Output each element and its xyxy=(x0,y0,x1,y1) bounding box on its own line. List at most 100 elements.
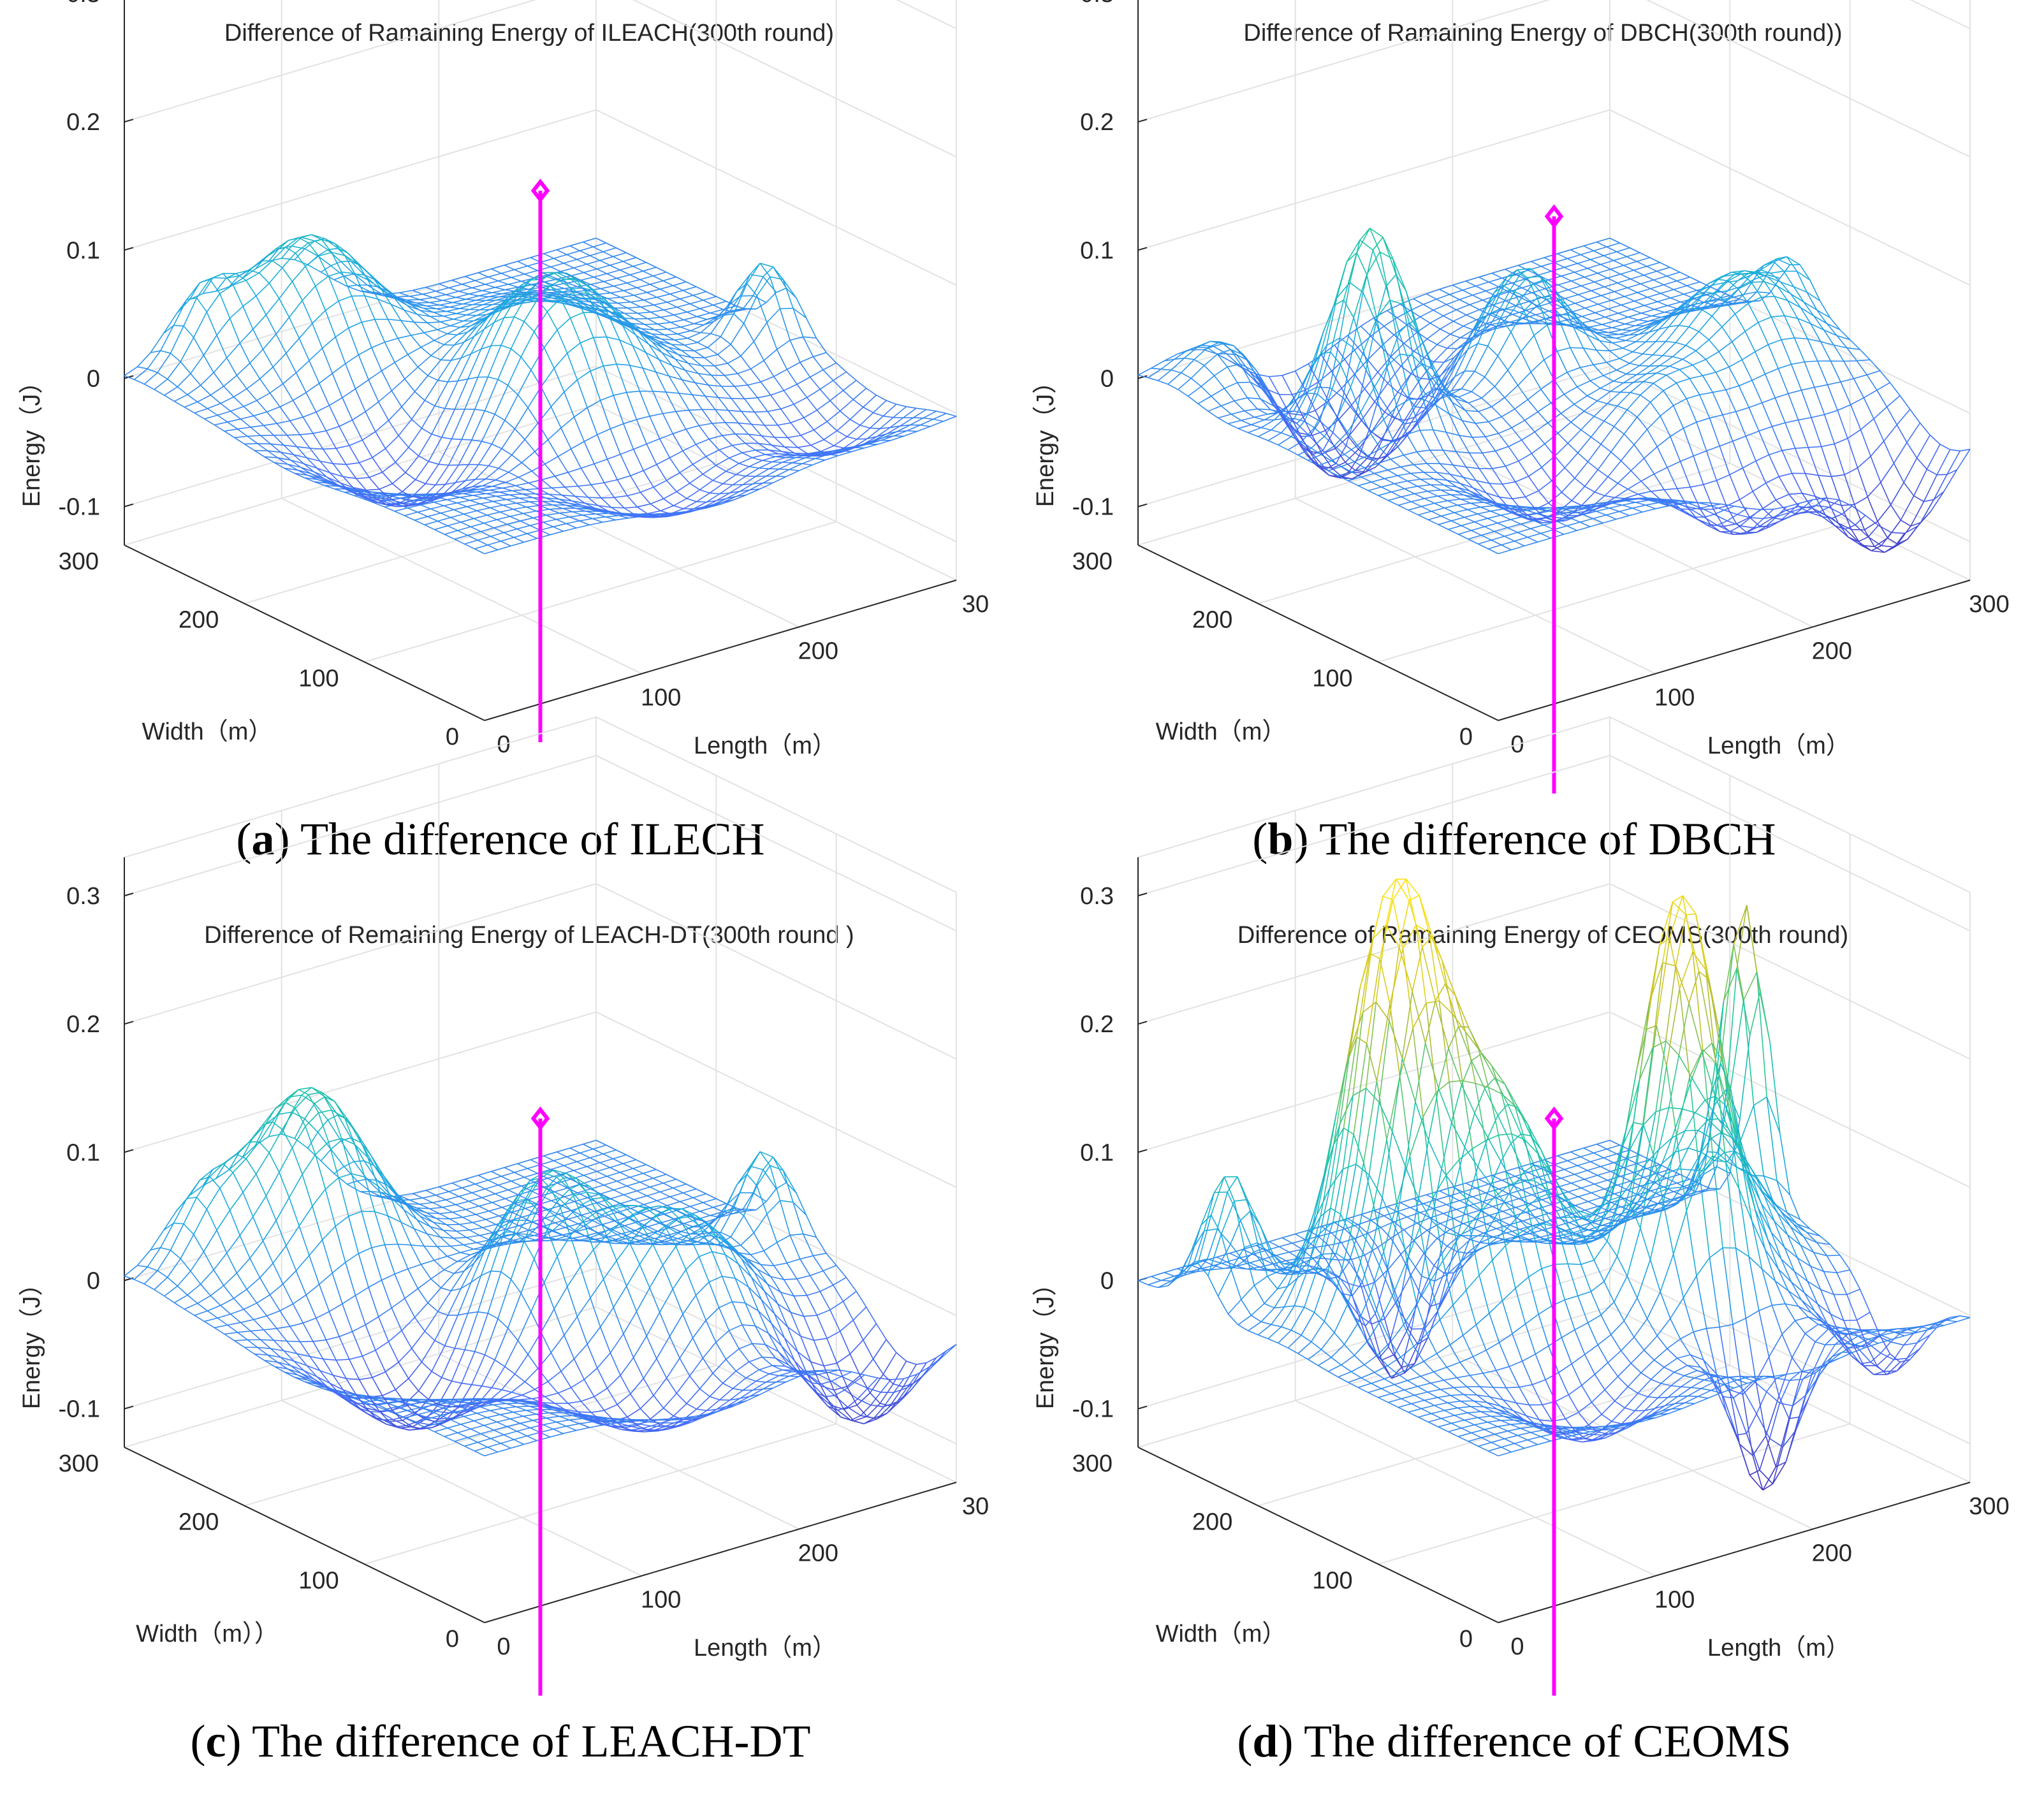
mesh-line xyxy=(443,502,457,507)
mesh-line xyxy=(783,390,794,405)
mesh-line xyxy=(740,489,750,492)
mesh-line xyxy=(456,332,467,335)
mesh-line xyxy=(729,457,740,464)
mesh-line xyxy=(1607,391,1621,404)
mesh-line xyxy=(278,240,289,250)
mesh-line xyxy=(870,439,881,443)
mesh-line xyxy=(1510,519,1521,525)
mesh-line xyxy=(236,270,250,274)
mesh-line xyxy=(1654,305,1668,310)
mesh-line xyxy=(1808,446,1821,448)
mesh-line xyxy=(335,448,347,465)
mesh-line xyxy=(422,290,436,295)
mesh-line xyxy=(1854,496,1868,506)
mesh-line xyxy=(493,317,505,323)
mesh-line xyxy=(714,365,725,376)
mesh-line xyxy=(293,454,304,464)
mesh-line xyxy=(1557,432,1568,444)
mesh-line xyxy=(399,289,413,293)
mesh-line xyxy=(147,350,161,369)
mesh-line xyxy=(333,279,347,287)
mesh-line xyxy=(1488,281,1500,288)
mesh-line xyxy=(789,463,803,471)
mesh-line xyxy=(752,482,763,485)
mesh-line xyxy=(467,349,482,379)
mesh-line xyxy=(833,436,847,446)
mesh-line xyxy=(1508,439,1522,448)
mesh-line xyxy=(400,320,412,336)
mesh-line xyxy=(1382,237,1397,275)
mesh-line xyxy=(302,411,317,418)
mesh-line xyxy=(1670,436,1681,462)
mesh-line xyxy=(476,507,490,511)
mesh-line xyxy=(1474,370,1486,377)
mesh-line xyxy=(1628,312,1642,318)
mesh-line xyxy=(1666,374,1677,384)
mesh-line xyxy=(1605,312,1619,318)
mesh-line xyxy=(1412,363,1423,372)
mesh-line xyxy=(339,482,351,492)
mesh-line xyxy=(794,453,805,456)
mesh-line xyxy=(462,284,472,289)
mesh-line xyxy=(511,454,522,464)
mesh-line xyxy=(509,516,521,522)
mesh-line xyxy=(327,483,338,487)
mesh-line xyxy=(495,287,506,291)
mesh-line xyxy=(340,261,351,263)
mesh-line xyxy=(356,478,367,491)
mesh-line xyxy=(379,488,390,499)
mesh-line xyxy=(1521,431,1535,441)
mesh-line xyxy=(291,237,302,247)
mesh-line xyxy=(219,293,231,319)
mesh-line xyxy=(450,325,461,328)
mesh-line xyxy=(247,435,258,444)
mesh-line xyxy=(473,318,484,322)
mesh-line xyxy=(766,292,777,303)
mesh-line xyxy=(500,537,515,542)
mesh-line xyxy=(665,349,679,355)
mesh-line xyxy=(822,369,834,381)
mesh-line xyxy=(1633,266,1647,271)
mesh-line xyxy=(558,302,569,305)
mesh-line xyxy=(346,462,360,465)
mesh-line xyxy=(1484,526,1495,532)
mesh-line xyxy=(746,263,761,284)
mesh-line xyxy=(1634,296,1648,302)
mesh-line xyxy=(1387,469,1398,476)
mesh-line xyxy=(1504,536,1515,542)
mesh-line xyxy=(751,423,765,426)
mesh-line xyxy=(923,411,937,419)
mesh-line xyxy=(367,284,381,294)
mesh-line xyxy=(1749,509,1761,518)
mesh-line xyxy=(810,369,824,378)
mesh-line xyxy=(1610,265,1624,270)
x-tick-label: 200 xyxy=(798,638,838,664)
mesh-line xyxy=(632,449,645,471)
mesh-line xyxy=(356,284,371,293)
mesh-line xyxy=(554,282,568,286)
mesh-line xyxy=(1517,528,1531,533)
mesh-line xyxy=(569,516,580,522)
mesh-line xyxy=(298,338,310,361)
mesh-line xyxy=(400,320,414,323)
mesh-line xyxy=(367,279,379,300)
mesh-line xyxy=(644,323,658,325)
mesh-line xyxy=(273,435,284,446)
mesh-line xyxy=(160,325,175,351)
mesh-line xyxy=(471,329,485,354)
mesh-line xyxy=(396,296,407,301)
mesh-line xyxy=(513,509,523,515)
mesh-line xyxy=(490,532,504,537)
mesh-line xyxy=(557,245,571,251)
mesh-line xyxy=(588,508,599,512)
mesh-line xyxy=(638,330,649,337)
mesh-line xyxy=(1498,549,1512,555)
mesh-line xyxy=(736,305,747,310)
mesh-line xyxy=(436,308,447,312)
mesh-line xyxy=(236,375,247,390)
mesh-line xyxy=(864,444,878,449)
mesh-line xyxy=(497,348,512,380)
mesh-line xyxy=(1570,411,1585,423)
mesh-line xyxy=(641,328,655,330)
mesh-line xyxy=(591,302,602,308)
